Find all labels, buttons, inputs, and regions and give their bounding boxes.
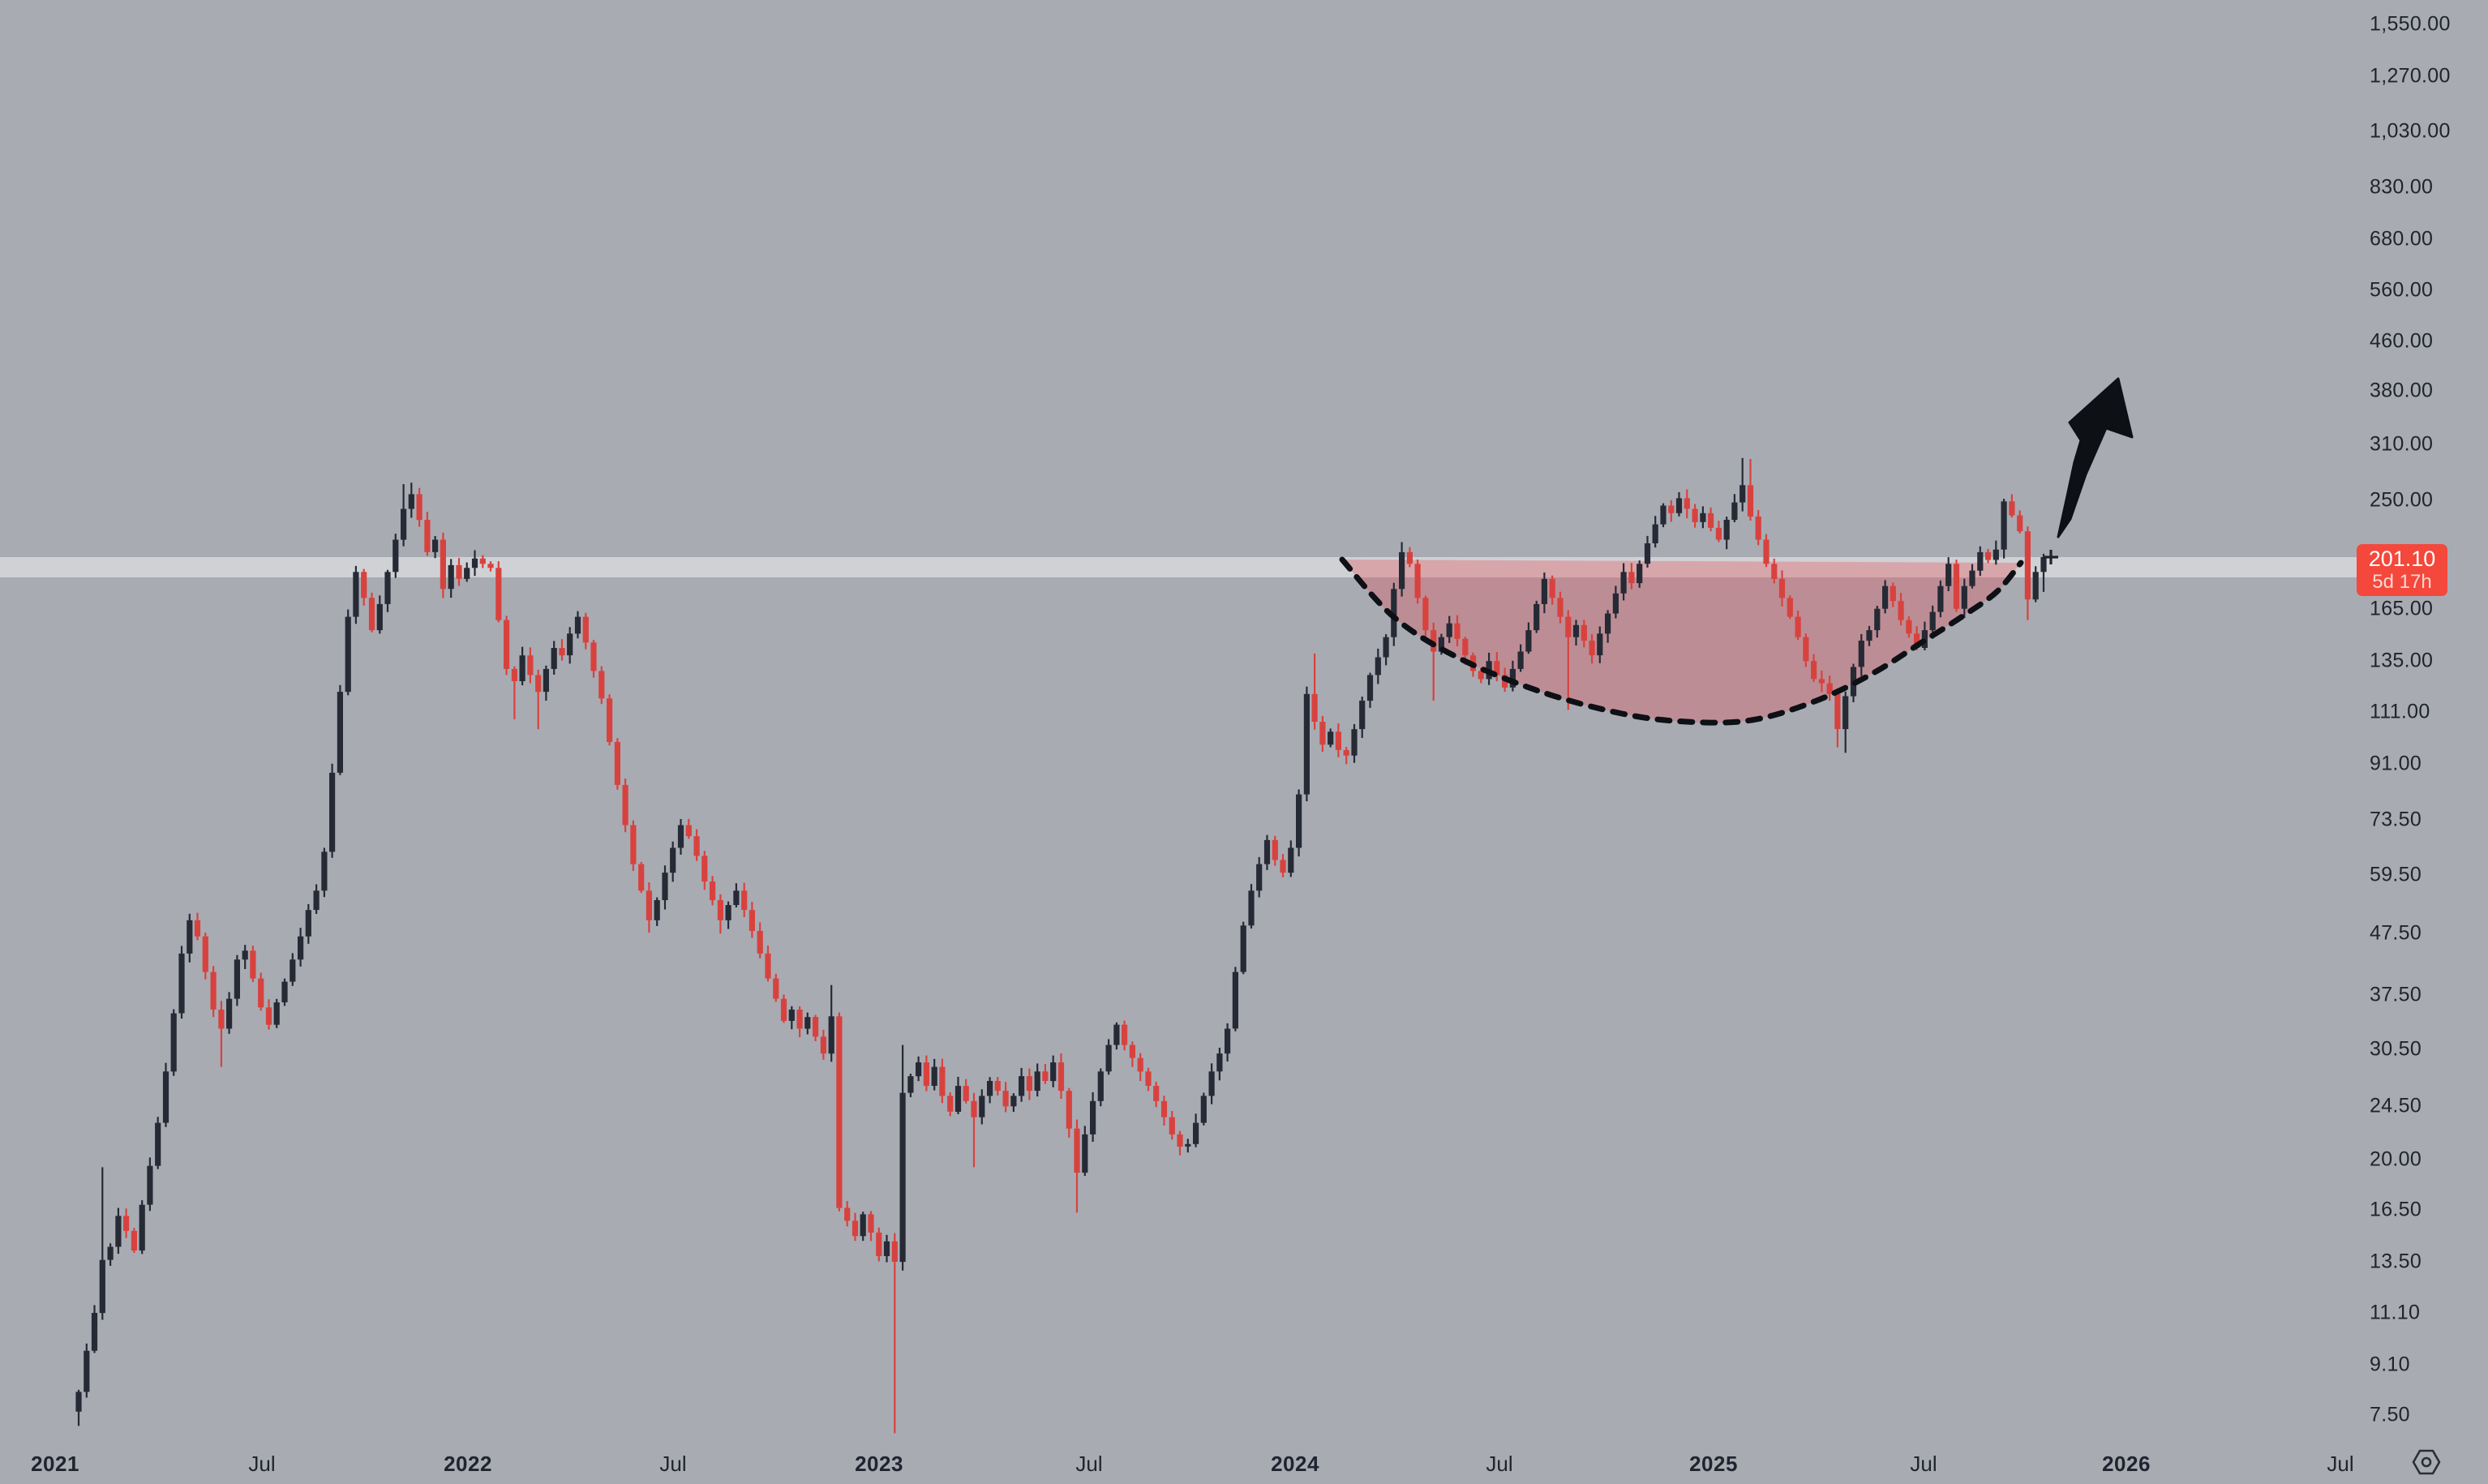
trend-arrow-annotation[interactable] bbox=[2057, 377, 2134, 538]
price-axis-label: 73.50 bbox=[2370, 808, 2422, 831]
price-scale-settings-icon[interactable] bbox=[2409, 1444, 2444, 1480]
cup-pattern-outline[interactable] bbox=[1339, 556, 2024, 726]
time-axis-year-label: 2023 bbox=[855, 1452, 903, 1476]
price-axis-label: 135.00 bbox=[2370, 649, 2434, 672]
price-axis-label: 111.00 bbox=[2370, 700, 2430, 723]
bar-countdown: 5d 17h bbox=[2372, 570, 2432, 593]
time-axis-month-label: Jul bbox=[1075, 1452, 1103, 1476]
price-axis-label: 20.00 bbox=[2370, 1147, 2422, 1171]
price-axis-label: 680.00 bbox=[2370, 227, 2434, 251]
price-axis-label: 7.50 bbox=[2370, 1403, 2410, 1426]
price-axis-label: 310.00 bbox=[2370, 432, 2434, 456]
price-axis-label: 30.50 bbox=[2370, 1037, 2422, 1061]
candle-series bbox=[75, 457, 2047, 1434]
price-axis-label: 11.10 bbox=[2370, 1301, 2421, 1324]
time-axis-year-label: 2026 bbox=[2102, 1452, 2151, 1476]
time-axis-year-label: 2024 bbox=[1271, 1452, 1319, 1476]
time-axis-month-label: Jul bbox=[1486, 1452, 1513, 1476]
time-axis-year-label: 2021 bbox=[31, 1452, 79, 1476]
price-axis-label: 165.00 bbox=[2370, 597, 2434, 620]
price-axis-label: 59.50 bbox=[2370, 863, 2422, 886]
time-axis-year-label: 2025 bbox=[1689, 1452, 1738, 1476]
time-axis-month-label: Jul bbox=[1910, 1452, 1937, 1476]
time-axis-year-label: 2022 bbox=[444, 1452, 492, 1476]
price-axis-label: 250.00 bbox=[2370, 488, 2434, 512]
price-axis-label: 13.50 bbox=[2370, 1250, 2422, 1273]
price-axis-label: 9.10 bbox=[2370, 1353, 2410, 1376]
price-axis-label: 1,550.00 bbox=[2370, 12, 2451, 36]
current-price-value: 201.10 bbox=[2368, 547, 2436, 572]
price-axis-label: 91.00 bbox=[2370, 752, 2422, 775]
current-price-badge: 201.10 5d 17h bbox=[2357, 544, 2447, 597]
price-axis-label: 16.50 bbox=[2370, 1198, 2422, 1220]
price-axis-label: 830.00 bbox=[2370, 175, 2434, 199]
price-axis-label: 24.50 bbox=[2370, 1094, 2422, 1117]
time-axis-month-label: Jul bbox=[248, 1452, 276, 1476]
time-axis-month-label: Jul bbox=[2327, 1452, 2354, 1476]
price-axis-label: 380.00 bbox=[2370, 379, 2434, 402]
price-axis-label: 560.00 bbox=[2370, 278, 2434, 301]
time-axis-month-label: Jul bbox=[659, 1452, 687, 1476]
price-axis-label: 460.00 bbox=[2370, 329, 2434, 353]
crosshair-marker bbox=[2044, 550, 2058, 564]
price-axis-label: 1,030.00 bbox=[2370, 119, 2451, 142]
price-axis-label: 1,270.00 bbox=[2370, 64, 2451, 88]
price-axis-label: 37.50 bbox=[2370, 983, 2422, 1006]
price-axis-label: 47.50 bbox=[2370, 921, 2422, 945]
